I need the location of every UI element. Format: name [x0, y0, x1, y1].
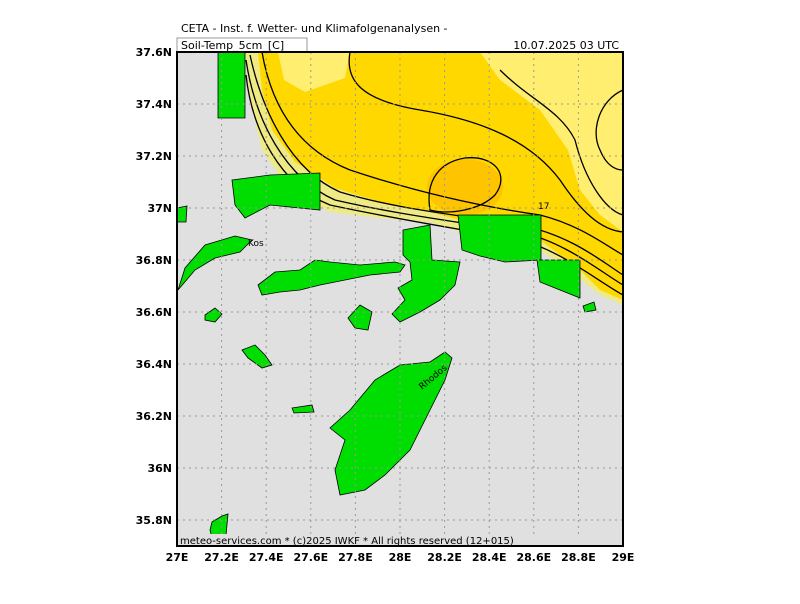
footer: meteo-services.com * (c)2025 IWKF * All …	[180, 536, 514, 547]
land	[257, 259, 406, 296]
x-tick-label: 27E	[166, 551, 189, 564]
footer-band	[177, 534, 623, 546]
x-tick-label: 28.2E	[427, 551, 462, 564]
contour	[595, 89, 624, 171]
y-tick-label: 37.4N	[136, 98, 172, 111]
field-light-2	[278, 52, 350, 92]
contour	[261, 51, 624, 256]
land	[291, 404, 315, 414]
contour	[499, 69, 624, 216]
contour	[245, 59, 624, 286]
source-title: CETA - Inst. f. Wetter- und Klimafolgena…	[181, 22, 448, 35]
map: Kos Rhodos 17 meteo-services.com * (c)20…	[176, 51, 624, 547]
land	[457, 214, 542, 263]
ticks: 27E 27.2E 27.4E 27.6E 27.8E 28E 28.2E 28.4E 28.6…	[136, 46, 635, 564]
contour	[249, 54, 624, 276]
land	[231, 172, 321, 219]
x-tick-label: 27.4E	[249, 551, 284, 564]
land	[536, 259, 581, 299]
field-orange	[427, 159, 503, 215]
y-tick-label: 36.4N	[136, 358, 172, 371]
x-tick-label: 29E	[612, 551, 635, 564]
grid	[177, 52, 623, 546]
y-tick-label: 35.8N	[136, 514, 172, 527]
variable-label: Soil-Temp_5cm_[C]	[181, 39, 284, 52]
x-tick-label: 27.8E	[338, 551, 373, 564]
contour	[348, 51, 624, 233]
place-label: Kos	[248, 239, 264, 249]
land-kos	[177, 235, 253, 291]
x-tick-label: 28.4E	[472, 551, 507, 564]
land	[582, 301, 597, 313]
y-tick-label: 37.2N	[136, 150, 172, 163]
x-tick-label: 28E	[389, 551, 412, 564]
land	[217, 51, 246, 119]
y-tick-label: 37.6N	[136, 46, 172, 59]
contour	[428, 157, 502, 213]
field-light	[480, 52, 623, 232]
map-frame	[176, 51, 624, 547]
y-tick-label: 36.2N	[136, 410, 172, 423]
land	[204, 307, 223, 323]
y-tick-label: 36.6N	[136, 306, 172, 319]
x-tick-label: 28.8E	[561, 551, 596, 564]
x-tick-label: 28.6E	[516, 551, 551, 564]
x-tick-label: 27.6E	[293, 551, 328, 564]
y-tick-label: 36N	[147, 462, 172, 475]
x-tick-label: 27.2E	[204, 551, 239, 564]
land	[347, 304, 373, 331]
y-tick-label: 36.8N	[136, 254, 172, 267]
land	[241, 344, 273, 369]
contour-label: 17	[538, 202, 549, 212]
land-rhodes	[329, 351, 453, 496]
datetime: 10.07.2025 03 UTC	[513, 39, 619, 52]
y-tick-label: 37N	[147, 202, 172, 215]
